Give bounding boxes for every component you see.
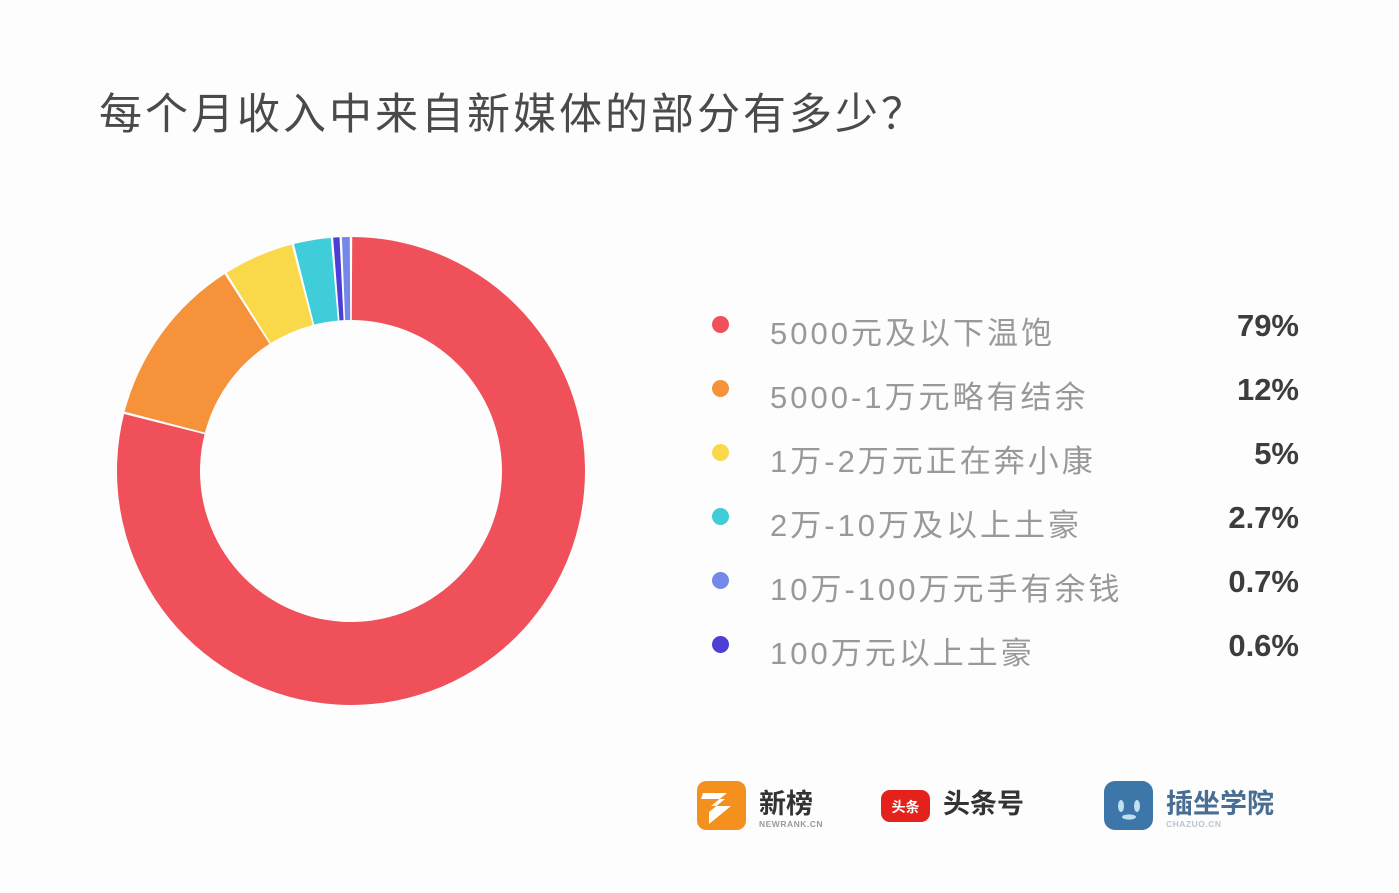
svg-text:头条: 头条 <box>892 799 920 815</box>
